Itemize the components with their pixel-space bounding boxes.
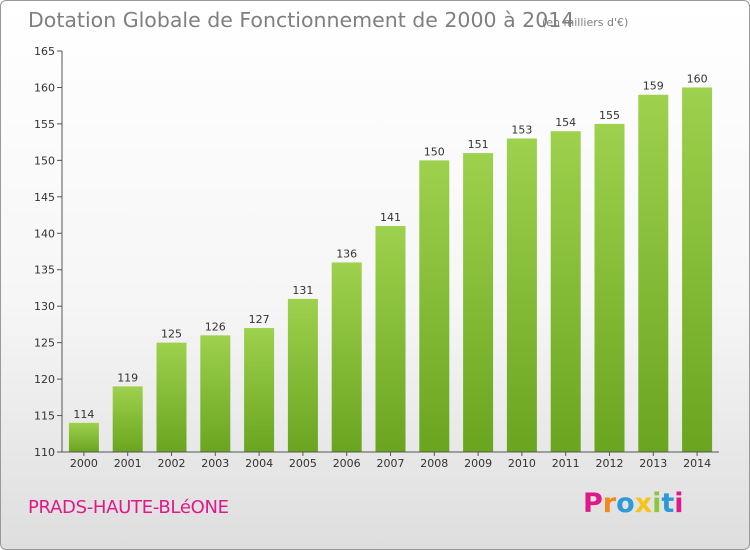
bar-value-label: 141 [380,211,401,224]
x-tick-label: 2012 [596,457,624,470]
bar-value-label: 150 [424,145,445,158]
bar [463,153,494,452]
bar-value-label: 126 [205,320,226,333]
y-tick-label: 120 [34,373,55,386]
bars: 114 119 125 126 127 131 136 141 150 151 153 154 155 1… [68,72,713,453]
proxiti-logo: Proxiti [583,488,684,519]
logo-letter: i [674,488,684,519]
y-tick-label: 160 [34,81,55,94]
y-tick-label: 155 [34,118,55,131]
bar [156,342,187,452]
bar [200,335,231,452]
x-tick-label: 2002 [158,457,186,470]
bar-value-label: 114 [73,408,94,421]
bar [594,123,625,452]
bar-value-label: 153 [511,123,532,136]
commune-name: PRADS-HAUTE-BLéONE [28,497,229,518]
x-tick-label: 2010 [508,457,536,470]
y-tick-label: 115 [34,410,55,423]
x-tick-label: 2009 [464,457,492,470]
y-tick-label: 165 [34,45,55,58]
logo-letter: x [634,488,653,519]
y-tick-label: 130 [34,300,55,313]
chart-subtitle: (en milliers d'€) [542,16,629,29]
x-tick-label: 2006 [333,457,361,470]
x-axis: 2000 2001 2002 2003 2004 2005 2006 2007 2008 2009… [62,451,719,470]
x-tick-label: 2001 [114,457,142,470]
bar [68,422,99,452]
y-tick-label: 145 [34,191,55,204]
y-tick-label: 150 [34,154,55,167]
x-tick-label: 2000 [70,457,98,470]
logo-letter: P [583,488,603,519]
x-tick-label: 2005 [289,457,317,470]
bar-value-label: 136 [336,247,357,260]
logo-letter: o [616,488,635,519]
bar [550,131,581,452]
bar-value-label: 155 [599,109,620,122]
bar-value-label: 154 [555,116,576,129]
y-tick-label: 110 [34,446,55,459]
bar-value-label: 127 [249,313,270,326]
bar [638,94,669,452]
bar-value-label: 119 [117,371,138,384]
logo-letter: r [602,488,617,519]
bar [244,328,275,452]
y-axis: 110 115 120 125 130 135 140 145 150 155 160 165 [34,45,63,459]
bar [287,298,318,452]
bar [682,87,713,453]
x-tick-label: 2007 [377,457,405,470]
logo-letter: t [661,488,675,519]
bar-value-label: 159 [643,80,664,93]
bar [112,386,143,452]
bar [375,225,406,452]
bar-value-label: 125 [161,328,182,341]
bar [419,160,450,452]
bar [331,262,362,452]
y-tick-label: 140 [34,227,55,240]
x-tick-label: 2004 [245,457,273,470]
bar-value-label: 131 [292,284,313,297]
bar [506,138,537,452]
x-tick-label: 2008 [420,457,448,470]
logo-letter: i [652,488,662,519]
chart-title: Dotation Globale de Fonctionnement de 20… [28,8,575,32]
x-tick-label: 2003 [201,457,229,470]
x-tick-label: 2014 [683,457,711,470]
y-tick-label: 125 [34,337,55,350]
y-tick-label: 135 [34,264,55,277]
bar-value-label: 160 [687,72,708,85]
x-tick-label: 2013 [639,457,667,470]
bar-value-label: 151 [468,138,489,151]
x-tick-label: 2011 [552,457,580,470]
